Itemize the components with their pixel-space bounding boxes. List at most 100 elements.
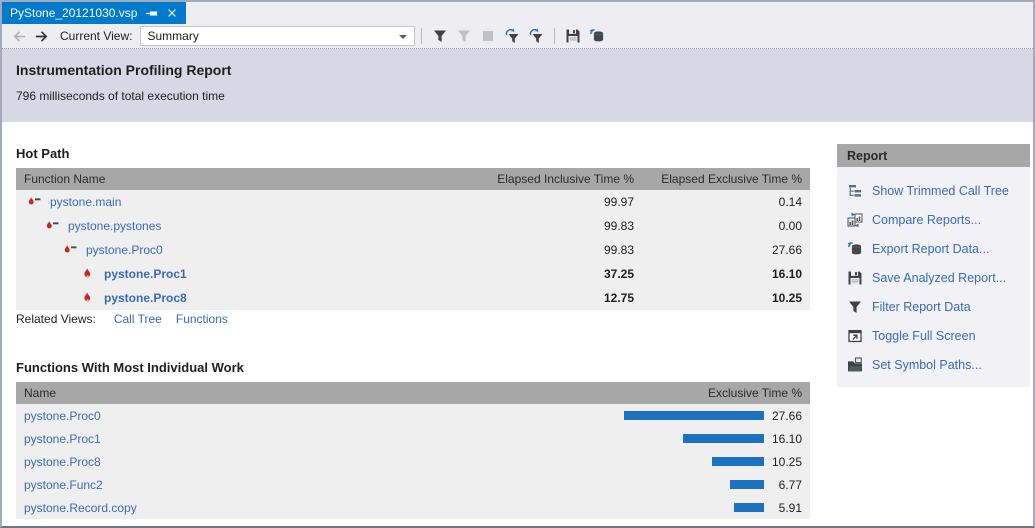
function-link[interactable]: pystone.Proc1: [104, 267, 187, 281]
function-link[interactable]: pystone.Proc8: [24, 454, 101, 469]
column-exclusive-time: Elapsed Exclusive Time %: [661, 172, 802, 186]
pin-icon[interactable]: [145, 7, 158, 20]
report-banner: Instrumentation Profiling Report 796 mil…: [2, 49, 1033, 122]
individual-work-row: pystone.Proc1 16.10: [16, 427, 810, 450]
hot-path-row: pystone.Proc1 37.25 16.10: [16, 262, 810, 286]
exclusive-time-value: 27.66: [771, 243, 802, 257]
inclusive-time-value: 99.97: [603, 195, 634, 209]
function-link[interactable]: pystone.main: [50, 195, 122, 209]
toolbar: Current View: Summary: [2, 24, 1033, 49]
report-panel-item[interactable]: Export Report Data...: [847, 234, 1030, 263]
export-data-icon: [589, 28, 605, 44]
inclusive-time-value: 12.75: [603, 291, 634, 305]
back-button[interactable]: [10, 27, 28, 45]
exclusive-time-value: 5.91: [778, 500, 802, 515]
report-panel-item[interactable]: Set Symbol Paths...: [847, 350, 1030, 379]
forward-arrow-icon: [34, 29, 49, 44]
function-link[interactable]: pystone.Record.copy: [24, 500, 137, 515]
report-panel-item[interactable]: Show Trimmed Call Tree: [847, 176, 1030, 205]
related-views-label: Related Views:: [16, 312, 96, 326]
exclusive-time-value: 6.77: [778, 477, 802, 492]
call-tree-link[interactable]: Call Tree: [113, 312, 162, 326]
report-panel-heading: Report: [837, 144, 1030, 167]
view-select[interactable]: Summary: [140, 26, 416, 46]
export-report-data-icon: [847, 241, 863, 257]
hot-path-flame-icon: [44, 219, 60, 233]
inclusive-time-value: 99.83: [603, 243, 634, 257]
toggle-full-screen-icon: [847, 328, 863, 344]
individual-work-heading: Functions With Most Individual Work: [16, 360, 244, 375]
report-panel-item-label: Filter Report Data: [872, 299, 971, 314]
report-panel-item-label: Save Analyzed Report...: [872, 270, 1007, 285]
hot-path-heading: Hot Path: [16, 146, 70, 161]
hot-path-flame-icon: [80, 267, 96, 281]
filter-button[interactable]: [428, 25, 452, 47]
reapply-filter-icon: [528, 28, 544, 44]
column-name: Name: [24, 386, 57, 400]
toolbar-separator: [421, 28, 423, 44]
filter-disabled-icon: [456, 28, 472, 44]
hot-path-table: Function Name Elapsed Inclusive Time % E…: [16, 168, 810, 310]
toolbar-separator: [554, 28, 556, 44]
report-panel-body: Show Trimmed Call Tree Compare Reports..…: [837, 167, 1030, 387]
exclusive-time-value: 0.14: [778, 195, 802, 209]
exclusive-time-value: 10.25: [771, 454, 802, 469]
report-panel-item-label: Set Symbol Paths...: [872, 357, 982, 372]
exclusive-time-bar: [730, 480, 764, 489]
report-panel-item[interactable]: Save Analyzed Report...: [847, 263, 1030, 292]
report-title: Instrumentation Profiling Report: [16, 62, 232, 78]
function-link[interactable]: pystone.Proc0: [86, 243, 163, 257]
function-link[interactable]: pystone.Proc0: [24, 408, 101, 423]
hot-path-flame-icon: [80, 291, 96, 305]
save-analyzed-report-icon: [847, 270, 863, 286]
forward-button[interactable]: [32, 27, 50, 45]
apply-filter-button[interactable]: [500, 25, 524, 47]
save-icon: [565, 28, 581, 44]
function-link[interactable]: pystone.pystones: [68, 219, 162, 233]
close-icon[interactable]: [166, 7, 178, 19]
trimmed-call-tree-icon: [847, 183, 863, 199]
report-content: Hot Path Function Name Elapsed Inclusive…: [2, 122, 1033, 526]
report-panel-item[interactable]: Filter Report Data: [847, 292, 1030, 321]
stop-button[interactable]: [476, 25, 500, 47]
export-data-button[interactable]: [585, 25, 609, 47]
current-view-label: Current View:: [60, 29, 133, 43]
exclusive-time-bar: [624, 411, 764, 420]
report-panel-item[interactable]: Toggle Full Screen: [847, 321, 1030, 350]
filter-report-data-icon: [847, 299, 863, 315]
save-report-button[interactable]: [561, 25, 585, 47]
chevron-down-icon: [399, 35, 408, 39]
apply-filter-icon: [504, 28, 520, 44]
clear-filter-button[interactable]: [452, 25, 476, 47]
function-link[interactable]: pystone.Proc8: [104, 291, 187, 305]
column-inclusive-time: Elapsed Inclusive Time %: [497, 172, 634, 186]
filter-icon: [432, 28, 448, 44]
hot-path-row: pystone.Proc0 99.83 27.66: [16, 238, 810, 262]
hot-path-row: pystone.pystones 99.83 0.00: [16, 214, 810, 238]
function-link[interactable]: pystone.Func2: [24, 477, 103, 492]
column-function-name: Function Name: [24, 172, 106, 186]
view-select-value: Summary: [147, 29, 199, 43]
reapply-filter-button[interactable]: [524, 25, 548, 47]
exclusive-time-bar: [712, 457, 764, 466]
tab-bar: PyStone_20121030.vsp: [2, 2, 1033, 24]
individual-work-row: pystone.Record.copy 5.91: [16, 496, 810, 519]
exclusive-time-value: 16.10: [771, 267, 802, 281]
set-symbol-paths-icon: [847, 357, 863, 373]
report-panel-item[interactable]: Compare Reports...: [847, 205, 1030, 234]
exclusive-time-bar: [683, 434, 764, 443]
report-panel-item-label: Export Report Data...: [872, 241, 990, 256]
exclusive-time-value: 10.25: [771, 291, 802, 305]
function-link[interactable]: pystone.Proc1: [24, 431, 101, 446]
hot-path-flame-icon: [62, 243, 78, 257]
tab-pystone-report[interactable]: PyStone_20121030.vsp: [2, 2, 187, 24]
hot-path-row: pystone.main 99.97 0.14: [16, 190, 810, 214]
hot-path-table-header: Function Name Elapsed Inclusive Time % E…: [16, 168, 810, 190]
individual-work-table-header: Name Exclusive Time %: [16, 382, 810, 404]
individual-work-row: pystone.Func2 6.77: [16, 473, 810, 496]
report-subtitle: 796 milliseconds of total execution time: [16, 89, 225, 103]
report-panel-item-label: Toggle Full Screen: [872, 328, 976, 343]
functions-link[interactable]: Functions: [175, 312, 228, 326]
individual-work-row: pystone.Proc0 27.66: [16, 404, 810, 427]
